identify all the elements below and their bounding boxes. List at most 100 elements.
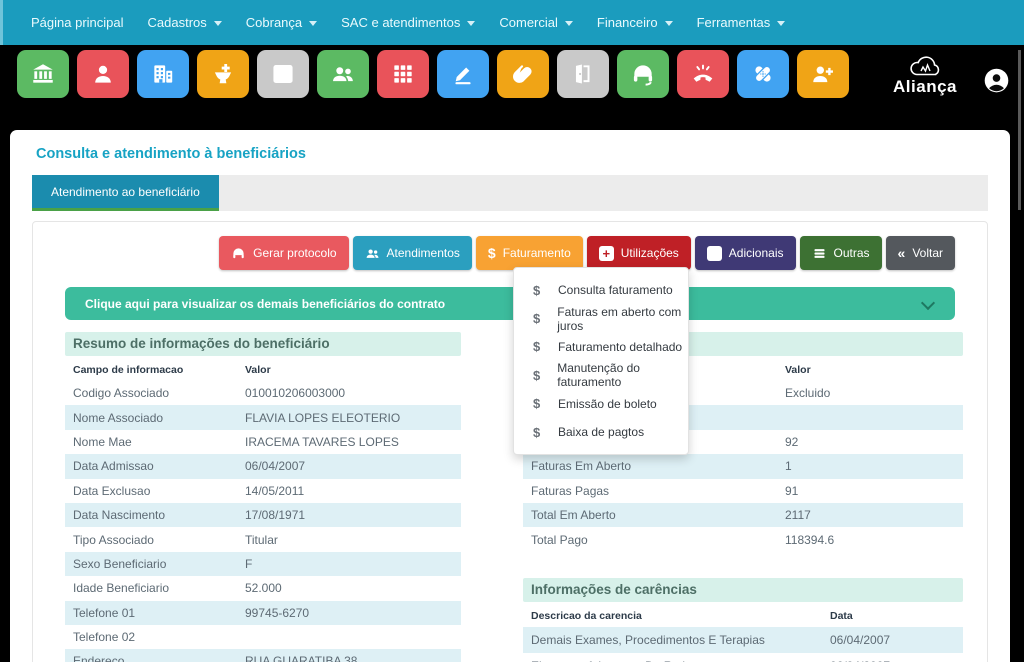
paperclip-icon[interactable]: [497, 50, 549, 98]
resumo-table: Codigo Associado010010206003000 Nome Ass…: [65, 381, 461, 662]
dollar-icon: $: [533, 283, 541, 298]
field-value: FLAVIA LOPES ELEOTERIO: [245, 411, 453, 425]
menu-item-faturamento-detalhado[interactable]: $Faturamento detalhado: [514, 333, 688, 361]
grid-icon[interactable]: [377, 50, 429, 98]
table-row: Telefone 0199745-6270: [65, 601, 461, 625]
table-row: Eletroencefalograma De Rotina06/04/2007: [523, 653, 963, 662]
field-label: Faturas Em Aberto: [531, 459, 785, 473]
field-value: F: [245, 557, 453, 571]
table-row: Idade Beneficiario52.000: [65, 576, 461, 600]
field-value: 06/04/2007: [830, 633, 955, 647]
nav-item-cadastros[interactable]: Cadastros: [148, 15, 222, 30]
list-alt-icon: [707, 246, 722, 261]
field-value: 118394.6: [785, 533, 955, 547]
field-label: Codigo Associado: [73, 386, 245, 400]
menu-item-emissao-de-boleto[interactable]: $Emissão de boleto: [514, 390, 688, 418]
table-row: EnderecoRUA GUARATIBA 38: [65, 649, 461, 662]
voltar-button[interactable]: « Voltar: [886, 236, 955, 270]
bandage-icon[interactable]: [737, 50, 789, 98]
bank-icon[interactable]: [17, 50, 69, 98]
nav-item-ferramentas[interactable]: Ferramentas: [697, 15, 786, 30]
chevron-down-icon: [921, 296, 935, 310]
headset-icon: [231, 246, 246, 261]
utilizacoes-button[interactable]: + Utilizações: [587, 236, 691, 270]
main-panel: Consulta e atendimento à beneficiários A…: [10, 130, 1010, 662]
nav-item-pagina-principal[interactable]: Página principal: [31, 15, 124, 30]
nav-item-comercial[interactable]: Comercial: [499, 15, 573, 30]
table-row: Total Em Aberto2117: [523, 503, 963, 527]
table-row: Tipo AssociadoTitular: [65, 527, 461, 551]
menu-item-baixa-de-pagtos[interactable]: $Baixa de pagtos: [514, 418, 688, 446]
resumo-table-header: Campo de informacao Valor: [65, 356, 461, 381]
field-value: 1: [785, 459, 955, 473]
plus-square-icon: +: [599, 246, 614, 261]
field-label: Demais Exames, Procedimentos E Terapias: [531, 633, 830, 647]
menu-item-manutencao-do-faturamento[interactable]: $Manutenção do faturamento: [514, 361, 688, 389]
top-nav: Página principal Cadastros Cobrança SAC …: [0, 0, 1024, 45]
field-label: Endereco: [73, 654, 245, 662]
gerar-protocolo-button[interactable]: Gerar protocolo: [219, 236, 348, 270]
tab-atendimento-beneficiario[interactable]: Atendimento ao beneficiário: [32, 175, 219, 211]
tables-columns: Resumo de informações do beneficiário Ca…: [65, 332, 955, 662]
phone-down-icon[interactable]: [677, 50, 729, 98]
atendimentos-button[interactable]: Atendimentos: [353, 236, 472, 270]
door-icon[interactable]: [557, 50, 609, 98]
pharmacy-icon[interactable]: [197, 50, 249, 98]
field-label: Faturas Pagas: [531, 484, 785, 498]
list-icon: [812, 246, 827, 261]
field-value: 52.000: [245, 581, 453, 595]
field-label: Data Nascimento: [73, 508, 245, 522]
field-label: Total Pago: [531, 533, 785, 547]
table-row: Sexo BeneficiarioF: [65, 552, 461, 576]
table-row: Nome AssociadoFLAVIA LOPES ELEOTERIO: [65, 405, 461, 429]
field-label: Idade Beneficiario: [73, 581, 245, 595]
dollar-icon: $: [533, 339, 541, 354]
outras-button[interactable]: Outras: [800, 236, 882, 270]
adicionais-button[interactable]: Adicionais: [695, 236, 796, 270]
screen: Página principal Cadastros Cobrança SAC …: [0, 0, 1024, 662]
menu-item-consulta-faturamento[interactable]: $Consulta faturamento: [514, 276, 688, 304]
field-label: Nome Mae: [73, 435, 245, 449]
resumo-section-title: Resumo de informações do beneficiário: [65, 332, 461, 356]
alianca-logo: Aliança: [893, 56, 957, 99]
user-avatar-icon[interactable]: [983, 67, 1010, 94]
dollar-icon: $: [488, 245, 496, 261]
people-icon[interactable]: [317, 50, 369, 98]
headset-icon[interactable]: [617, 50, 669, 98]
faturamento-button[interactable]: $ Faturamento: [476, 236, 583, 270]
person-icon[interactable]: [77, 50, 129, 98]
field-value: Titular: [245, 533, 453, 547]
menu-item-faturas-em-aberto-com-juros[interactable]: $Faturas em aberto com juros: [514, 304, 688, 332]
nav-item-financeiro[interactable]: Financeiro: [597, 15, 673, 30]
logo-text: Aliança: [893, 78, 957, 95]
tab-strip: Atendimento ao beneficiário: [32, 175, 988, 211]
carencias-table: Demais Exames, Procedimentos E Terapias0…: [523, 627, 963, 662]
field-label: Tipo Associado: [73, 533, 245, 547]
field-value: 06/04/2007: [245, 459, 453, 473]
chevron-down-icon: [777, 21, 785, 26]
chevron-down-icon: [665, 21, 673, 26]
field-value: IRACEMA TAVARES LOPES: [245, 435, 453, 449]
dollar-icon: $: [533, 311, 540, 326]
id-card-icon[interactable]: [257, 50, 309, 98]
person-plus-icon[interactable]: [797, 50, 849, 98]
people-icon: [365, 246, 380, 261]
content-card: Gerar protocolo Atendimentos $ Faturamen…: [32, 221, 988, 662]
field-value: 91: [785, 484, 955, 498]
chevron-down-icon: [214, 21, 222, 26]
nav-item-cobranca[interactable]: Cobrança: [246, 15, 317, 30]
field-value: 92: [785, 435, 955, 449]
dollar-icon: $: [533, 368, 540, 383]
show-beneficiaries-banner[interactable]: Clique aqui para visualizar os demais be…: [65, 287, 955, 320]
nav-item-sac-atendimentos[interactable]: SAC e atendimentos: [341, 15, 475, 30]
page-scrollbar[interactable]: [1018, 50, 1021, 210]
field-value: 99745-6270: [245, 606, 453, 620]
table-row: Total Pago118394.6: [523, 527, 963, 551]
chevron-down-icon: [309, 21, 317, 26]
table-row: Nome MaeIRACEMA TAVARES LOPES: [65, 430, 461, 454]
field-value: 010010206003000: [245, 386, 453, 400]
pencil-icon[interactable]: [437, 50, 489, 98]
building-icon[interactable]: [137, 50, 189, 98]
table-row: Faturas Pagas91: [523, 479, 963, 503]
table-row: Telefone 02: [65, 625, 461, 649]
